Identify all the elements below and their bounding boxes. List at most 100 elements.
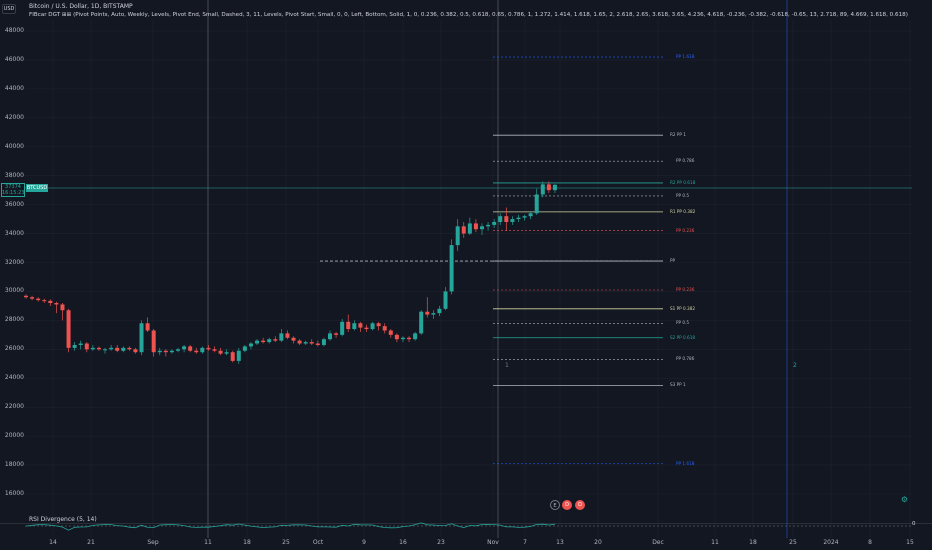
- candle-body: [540, 184, 545, 195]
- candle-body: [388, 330, 393, 335]
- candle-body: [115, 347, 120, 351]
- candle-body: [394, 334, 399, 340]
- candle-body: [218, 350, 223, 354]
- time-tick-label: 21: [87, 539, 95, 546]
- candle-body: [42, 300, 47, 302]
- time-tick-label: 9: [362, 539, 366, 546]
- candle-body: [90, 347, 95, 350]
- candle-body: [109, 347, 114, 350]
- candle-body: [504, 216, 509, 222]
- price-tick-label: 32000: [4, 258, 24, 266]
- price-tick-label: 30000: [4, 287, 24, 295]
- candle-body: [498, 216, 503, 222]
- price-tick-label: 38000: [4, 171, 24, 179]
- price-tick-label: 40000: [4, 142, 24, 150]
- time-tick-label: 25: [282, 539, 290, 546]
- rsi-pane: [25, 522, 912, 531]
- candle-body: [267, 339, 272, 343]
- candle-body: [321, 339, 326, 345]
- price-tick-label: 42000: [4, 113, 24, 121]
- rsi-indicator-label[interactable]: RSI Divergence (5, 14): [29, 516, 97, 523]
- pivot-label: R2 PP 0.618: [670, 179, 696, 185]
- pivot-label: PP 0.5: [676, 320, 690, 326]
- dividend-event-icon[interactable]: D: [562, 500, 572, 510]
- candle-body: [340, 321, 345, 335]
- earnings-event-icon[interactable]: E: [550, 500, 560, 510]
- candle-body: [510, 219, 515, 222]
- pivot-label: S2 PP 0.618: [670, 334, 696, 340]
- candle-body: [206, 347, 211, 350]
- candle-body: [127, 347, 132, 350]
- indicator-legend[interactable]: FIBcar DGT ⊞⊞ (Pivot Points, Auto, Weekl…: [29, 12, 908, 18]
- pivot-label: PP 0.786: [676, 158, 695, 164]
- pivot-label: PP: [670, 258, 676, 264]
- pivot-label: R1 PP 0.382: [670, 208, 696, 214]
- candle-body: [103, 349, 108, 351]
- price-tick-label: 44000: [4, 84, 24, 92]
- candle-body: [455, 226, 460, 246]
- candle-body: [133, 349, 138, 353]
- candle-body: [437, 308, 442, 314]
- candle-body: [358, 323, 363, 328]
- candle-body: [492, 221, 497, 225]
- time-tick-label: 18: [749, 539, 757, 546]
- candle-body: [169, 350, 174, 353]
- candle-body: [182, 346, 187, 350]
- pane-separator: [0, 523, 932, 524]
- candle-body: [291, 337, 296, 341]
- candle-body: [36, 298, 41, 301]
- candle-body: [30, 297, 35, 299]
- candle-body: [486, 224, 491, 227]
- price-tick-label: 36000: [4, 200, 24, 208]
- candle-body: [273, 339, 278, 341]
- candle-body: [425, 311, 430, 315]
- candle-body: [72, 344, 77, 348]
- candle-body: [528, 213, 533, 217]
- candle-body: [48, 300, 53, 304]
- candle-body: [370, 323, 375, 330]
- pivot-marker-1: 1: [505, 362, 509, 369]
- candle-body: [400, 337, 405, 340]
- time-tick-label: 11: [711, 539, 719, 546]
- candle-body: [194, 350, 199, 353]
- candle-body: [230, 352, 235, 361]
- time-tick-label: Sep: [147, 539, 159, 546]
- symbol-badge: BTCUSD: [26, 184, 48, 192]
- dividend-event-icon[interactable]: D: [575, 500, 585, 510]
- currency-button[interactable]: USD: [2, 4, 16, 14]
- pivot-label: PP 0.5: [676, 192, 690, 198]
- time-tick-label: 14: [49, 539, 57, 546]
- candle-body: [346, 321, 351, 330]
- candle-body: [376, 323, 381, 327]
- time-tick-label: 23: [437, 539, 445, 546]
- candle-body: [480, 226, 484, 230]
- chart-settings-icon[interactable]: ⚙: [900, 495, 908, 504]
- time-tick-label: 13: [556, 539, 564, 546]
- price-tick-label: 18000: [4, 461, 24, 469]
- time-tick-label: 18: [243, 539, 251, 546]
- candle-body: [78, 343, 83, 345]
- candle-body: [431, 313, 436, 315]
- time-tick-label: 16: [399, 539, 407, 546]
- candle-body: [248, 343, 253, 347]
- price-tick-label: 28000: [4, 316, 24, 324]
- candle-body: [145, 323, 150, 331]
- time-tick-label: 20: [594, 539, 602, 546]
- candle-body: [279, 333, 284, 341]
- candle-body: [96, 347, 101, 350]
- candle-body: [151, 330, 156, 353]
- candle-body: [419, 311, 424, 334]
- candle-body: [546, 184, 551, 191]
- candle-body: [467, 223, 472, 234]
- candle-body: [60, 304, 65, 311]
- candle-body: [163, 350, 168, 353]
- candle-body: [473, 223, 478, 230]
- candle-body: [236, 350, 241, 361]
- candle-body: [334, 333, 339, 335]
- candle-body: [516, 217, 521, 220]
- time-tick-label: Dec: [652, 539, 664, 546]
- chart-title: Bitcoin / U.S. Dollar, 1D, BITSTAMP: [29, 3, 133, 10]
- pivot-label: R2 PP 1: [670, 132, 686, 138]
- grid-lines: [25, 20, 912, 538]
